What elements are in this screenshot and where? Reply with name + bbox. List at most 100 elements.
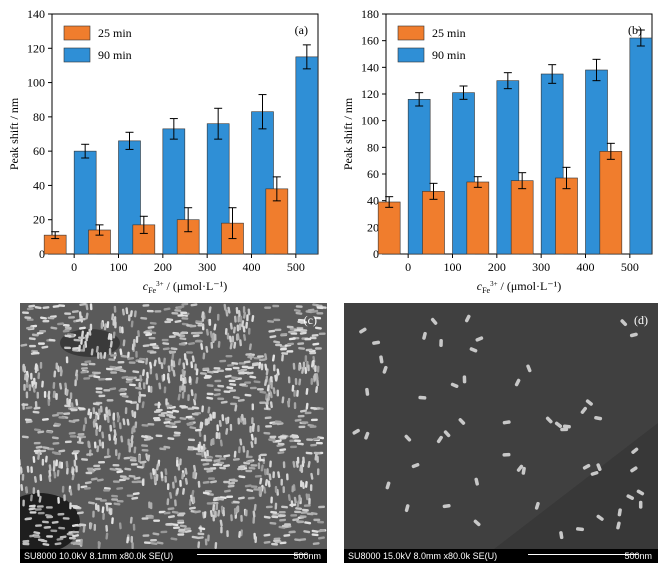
sem-c-nanorod [76,441,84,445]
sem-c-nanorod [75,369,79,377]
sem-c-nanorod [20,458,22,466]
sem-c-nanorod [149,502,153,510]
sem-c-nanorod [85,303,89,311]
sem-c-nanorod [305,387,309,395]
sem-c-nanorod [301,366,305,374]
sem-c-nanorod [39,361,43,369]
sem-c-nanorod [94,414,98,422]
sem-c-nanorod [311,309,319,313]
sem-c-nanorod [146,515,154,519]
sem-c-nanorod [25,391,29,399]
chart-a-y-tick-label: 20 [33,213,45,227]
sem-c-nanorod [93,467,101,471]
sem-c-nanorod [226,332,230,340]
chart-a-y-axis-label: Peak shift / nm [7,97,21,170]
sem-c-nanorod [225,354,233,358]
sem-image-c-info-bar: SU8000 10.0kV 8.1mm x80.0k SE(U) 500nm [20,549,327,563]
sem-c-nanorod [287,376,291,384]
sem-c-nanorod [33,441,41,445]
sem-c-nanorod [108,433,112,441]
sem-c-nanorod [250,441,254,449]
sem-c-nanorod [249,425,252,433]
sem-d-shade-region [494,423,658,549]
sem-c-nanorod [179,416,187,421]
sem-c-nanorod [253,488,261,491]
sem-c-nanorod [279,435,287,438]
sem-c-nanorod [190,361,194,369]
sem-c-nanorod [210,480,217,484]
sem-c-nanorod [308,497,311,505]
sem-c-nanorod [57,512,65,516]
sem-c-nanorod [74,453,78,461]
sem-c-nanorod [164,475,167,483]
sem-c-nanorod [307,460,311,468]
chart-a-legend-label: 90 min [98,48,132,62]
sem-c-nanorod [152,532,160,536]
sem-c-nanorod [240,368,248,372]
sem-c-nanorod [108,348,112,356]
sem-c-nanorod [21,311,29,315]
chart-a-legend-label: 25 min [98,26,132,40]
sem-c-nanorod [25,486,28,494]
sem-c-nanorod [317,520,325,524]
sem-c-nanorod [196,536,204,540]
sem-c-nanorod [315,441,323,445]
sem-c-nanorod [139,374,142,382]
sem-c-nanorod [35,524,42,527]
sem-c-nanorod [215,503,219,511]
sem-c-nanorod [119,348,123,356]
sem-c-nanorod [112,421,116,429]
sem-c-nanorod [145,333,153,337]
sem-c-nanorod [69,435,77,438]
sem-c-nanorod [246,488,254,493]
sem-c-nanorod [276,389,280,397]
sem-d-nanorod [620,319,628,327]
sem-c-nanorod [272,471,275,479]
chart-a-x-tick-label: 300 [198,260,216,274]
sem-c-nanorod [182,362,186,370]
sem-c-nanorod [205,328,209,336]
sem-c-nanorod [119,392,127,396]
sem-c-nanorod [130,535,134,543]
sem-c-nanorod [129,310,133,318]
sem-c-nanorod [130,440,134,448]
sem-image-d: (d) SU8000 15.0kV 8.0mm x80.0k SE(U) 500… [344,303,658,563]
sem-c-nanorod [277,451,285,455]
sem-c-nanorod [84,360,92,364]
sem-c-nanorod [267,320,275,323]
sem-c-nanorod [318,505,326,509]
sem-c-nanorod [189,494,194,502]
sem-c-nanorod [314,365,317,373]
sem-c-nanorod [62,329,70,333]
sem-image-c: (c) SU8000 10.0kV 8.1mm x80.0k SE(U) 500… [20,303,327,563]
sem-c-nanorod [47,316,55,320]
sem-c-nanorod [177,305,185,309]
sem-c-nanorod [226,495,234,498]
sem-c-nanorod [310,443,318,447]
sem-c-nanorod [48,464,52,472]
sem-d-nanorod [422,331,427,340]
sem-c-nanorod [163,307,171,311]
sem-c-nanorod [310,418,318,422]
sem-c-nanorod [88,501,95,505]
sem-c-nanorod [59,369,63,377]
sem-c-nanorod [166,318,174,322]
sem-c-nanorod [311,333,319,337]
sem-image-c-scale: 500nm [293,551,321,561]
sem-d-nanorod [594,416,603,421]
sem-c-nanorod [56,412,64,415]
sem-c-nanorod [157,401,161,409]
sem-c-nanorod [281,524,289,528]
chart-b-x-tick-label: 300 [532,260,550,274]
sem-c-nanorod [173,431,181,435]
sem-c-nanorod [217,384,225,388]
sem-c-nanorod [52,381,56,389]
sem-c-nanorod [37,452,41,460]
sem-c-nanorod [57,496,60,504]
sem-c-nanorod [309,336,317,340]
sem-c-nanorod [198,430,202,438]
sem-c-nanorod [132,370,140,374]
sem-c-nanorod [294,510,302,514]
sem-c-nanorod [258,361,262,369]
sem-c-nanorod [195,368,199,376]
